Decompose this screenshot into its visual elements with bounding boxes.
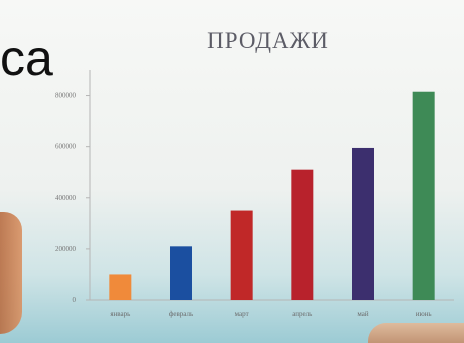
x-tick-label: апрель (292, 310, 312, 318)
x-tick-label: июнь (416, 310, 432, 318)
y-tick-label: 400000 (55, 194, 77, 202)
bar-апрель (291, 169, 314, 300)
x-tick-label: январь (110, 310, 130, 318)
x-tick-label: февраль (169, 310, 193, 318)
partial-text-fragment: ca (0, 30, 53, 86)
x-tick-label: март (235, 310, 249, 318)
y-tick-label: 600000 (55, 143, 77, 151)
bar-июнь (412, 91, 435, 300)
bar-январь (109, 274, 132, 300)
y-tick-label: 0 (73, 296, 77, 304)
x-tick-label: май (357, 310, 368, 318)
y-tick-label: 800000 (55, 92, 77, 100)
bottom-hand-image (368, 323, 464, 343)
y-tick-label: 200000 (55, 245, 77, 253)
bar-март (230, 210, 253, 300)
bar-февраль (170, 246, 192, 300)
left-hand-image (0, 212, 22, 334)
chart-title: ПРОДАЖИ (207, 28, 329, 53)
bar-май (352, 147, 374, 300)
